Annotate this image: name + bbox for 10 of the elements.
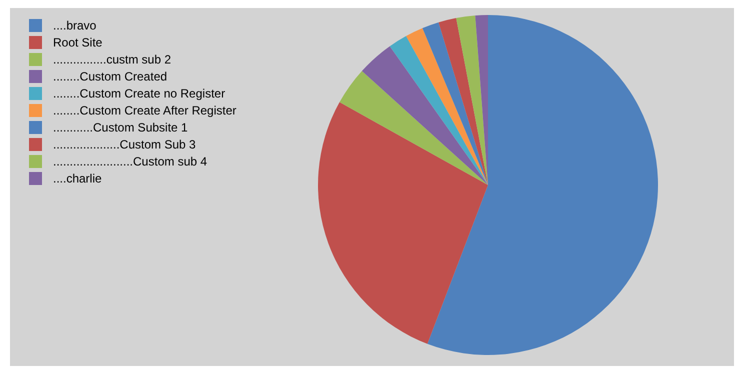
legend-label: ............Custom Subsite 1 (53, 120, 188, 134)
legend-label: ....................Custom Sub 3 (53, 138, 196, 152)
legend-label: ........Custom Created (53, 70, 168, 84)
legend-label: ........................Custom sub 4 (53, 154, 208, 168)
legend-label: Root Site (53, 36, 103, 50)
legend-label: ........Custom Create After Register (53, 104, 236, 118)
legend-label: ................custm sub 2 (53, 52, 172, 66)
legend-label: ....charlie (53, 172, 102, 186)
legend-label: ....bravo (53, 18, 97, 32)
legend-label: ........Custom Create no Register (53, 86, 226, 100)
